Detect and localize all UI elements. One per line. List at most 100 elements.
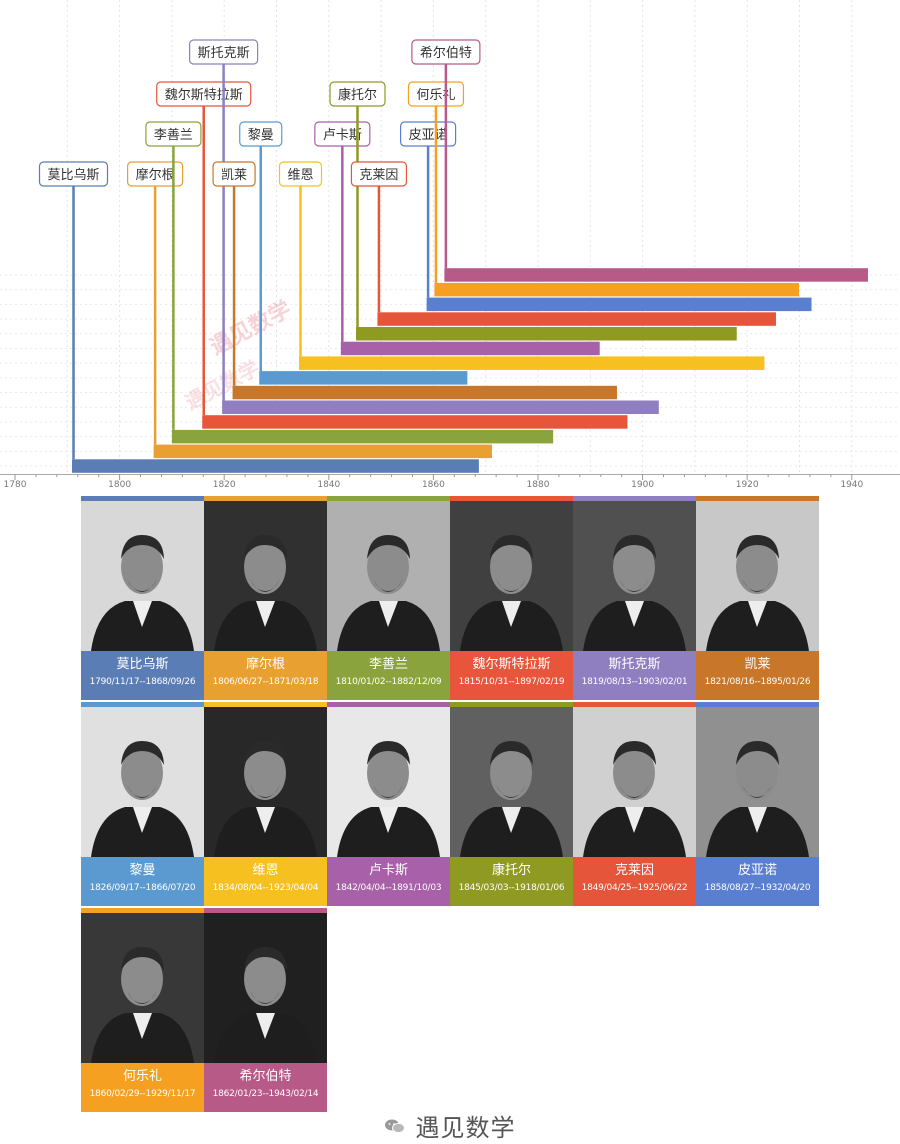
card-label: 康托尔 1845/03/03--1918/01/06 bbox=[450, 857, 573, 906]
card-label: 皮亚诺 1858/08/27--1932/04/20 bbox=[696, 857, 819, 906]
callout-box bbox=[278, 161, 323, 187]
x-tick-label: 1940 bbox=[840, 480, 863, 490]
person-dates: 1806/06/27--1871/03/18 bbox=[212, 677, 319, 687]
person-card: 希尔伯特 1862/01/23--1943/02/14 bbox=[204, 908, 327, 1112]
x-tick-label: 1820 bbox=[213, 480, 236, 490]
person-dates: 1862/01/23--1943/02/14 bbox=[212, 1089, 319, 1099]
x-tick-label: 1900 bbox=[631, 480, 654, 490]
lifespan-bar bbox=[298, 356, 765, 370]
person-card: 康托尔 1845/03/03--1918/01/06 bbox=[450, 702, 573, 906]
person-card: 李善兰 1810/01/02--1882/12/09 bbox=[327, 496, 450, 700]
callout-box bbox=[189, 39, 259, 65]
card-color-bar bbox=[81, 702, 204, 707]
callout-label: 李善兰 bbox=[154, 127, 193, 143]
callout-label: 何乐礼 bbox=[416, 87, 455, 103]
person-card: 何乐礼 1860/02/29--1929/11/17 bbox=[81, 908, 204, 1112]
callout-label: 维恩 bbox=[287, 168, 313, 183]
person-card: 卢卡斯 1842/04/04--1891/10/03 bbox=[327, 702, 450, 906]
person-dates: 1849/04/25--1925/06/22 bbox=[581, 883, 688, 893]
card-color-bar bbox=[450, 702, 573, 707]
card-color-bar bbox=[573, 702, 696, 707]
card-label: 希尔伯特 1862/01/23--1943/02/14 bbox=[204, 1063, 327, 1112]
lifespan-bar bbox=[232, 385, 617, 400]
callout-box bbox=[145, 121, 202, 147]
lifespan-bar bbox=[355, 327, 737, 341]
person-card: 魏尔斯特拉斯 1815/10/31--1897/02/19 bbox=[450, 496, 573, 700]
callout-label: 克莱因 bbox=[359, 168, 398, 183]
card-color-bar bbox=[204, 496, 327, 501]
person-name: 卢卡斯 bbox=[368, 863, 408, 878]
portrait-photo bbox=[450, 501, 573, 651]
person-dates: 1845/03/03--1918/01/06 bbox=[458, 883, 565, 893]
person-card: 克莱因 1849/04/25--1925/06/22 bbox=[573, 702, 696, 906]
callout-box bbox=[212, 161, 256, 187]
person-dates: 1860/02/29--1929/11/17 bbox=[89, 1089, 196, 1099]
callout-label: 斯托克斯 bbox=[198, 46, 250, 61]
x-tick-label: 1780 bbox=[4, 480, 27, 490]
card-label: 维恩 1834/08/04--1923/04/04 bbox=[204, 857, 327, 906]
card-color-bar bbox=[573, 496, 696, 501]
lifespan-bar bbox=[434, 282, 799, 297]
person-dates: 1826/09/17--1866/07/20 bbox=[89, 883, 196, 893]
callout-label: 莫比乌斯 bbox=[47, 167, 99, 183]
portrait-photo bbox=[204, 913, 327, 1063]
portrait-photo bbox=[81, 707, 204, 857]
card-color-bar bbox=[81, 908, 204, 913]
portrait-photo bbox=[204, 501, 327, 651]
callout-label: 凯莱 bbox=[221, 168, 247, 183]
wechat-icon bbox=[385, 1119, 406, 1133]
person-name: 摩尔根 bbox=[245, 657, 285, 672]
person-name: 克莱因 bbox=[614, 863, 654, 878]
card-label: 摩尔根 1806/06/27--1871/03/18 bbox=[204, 651, 327, 700]
person-name: 斯托克斯 bbox=[608, 657, 661, 672]
callout-box bbox=[239, 121, 283, 147]
card-label: 魏尔斯特拉斯 1815/10/31--1897/02/19 bbox=[450, 651, 573, 700]
card-color-bar bbox=[696, 496, 819, 501]
person-name: 李善兰 bbox=[368, 657, 408, 672]
callout-label: 希尔伯特 bbox=[420, 46, 472, 61]
callout-label: 魏尔斯特拉斯 bbox=[165, 88, 243, 103]
card-color-bar bbox=[204, 908, 327, 913]
portrait-photo bbox=[696, 707, 819, 857]
card-color-bar bbox=[696, 702, 819, 707]
person-card: 莫比乌斯 1790/11/17--1868/09/26 bbox=[81, 496, 204, 700]
callout-box bbox=[407, 81, 465, 107]
lifespan-bar bbox=[426, 297, 812, 312]
callout-box bbox=[400, 121, 457, 147]
person-dates: 1815/10/31--1897/02/19 bbox=[458, 677, 565, 687]
card-label: 莫比乌斯 1790/11/17--1868/09/26 bbox=[81, 651, 204, 700]
person-card: 皮亚诺 1858/08/27--1932/04/20 bbox=[696, 702, 819, 906]
callout-box bbox=[156, 81, 252, 107]
lifespan-bar bbox=[202, 415, 628, 429]
person-dates: 1858/08/27--1932/04/20 bbox=[704, 883, 811, 893]
callout-box bbox=[38, 161, 109, 187]
lifespan-bar bbox=[222, 400, 659, 414]
person-name: 黎曼 bbox=[129, 863, 156, 878]
person-dates: 1821/08/16--1895/01/26 bbox=[704, 677, 811, 687]
person-name: 何乐礼 bbox=[122, 1069, 162, 1084]
person-dates: 1819/08/13--1903/02/01 bbox=[581, 677, 688, 687]
callout-label: 康托尔 bbox=[338, 87, 377, 103]
lifespan-bar bbox=[444, 268, 869, 282]
person-card: 黎曼 1826/09/17--1866/07/20 bbox=[81, 702, 204, 906]
callout-label: 皮亚诺 bbox=[409, 128, 448, 143]
callout-box bbox=[126, 161, 184, 187]
card-color-bar bbox=[450, 496, 573, 501]
portrait-photo bbox=[573, 501, 696, 651]
portrait-photo bbox=[81, 913, 204, 1063]
card-label: 斯托克斯 1819/08/13--1903/02/01 bbox=[573, 651, 696, 700]
x-tick-label: 1880 bbox=[527, 480, 550, 490]
card-color-bar bbox=[327, 702, 450, 707]
x-tick-label: 1920 bbox=[736, 480, 759, 490]
card-label: 黎曼 1826/09/17--1866/07/20 bbox=[81, 857, 204, 906]
person-dates: 1810/01/02--1882/12/09 bbox=[335, 677, 442, 687]
person-card: 摩尔根 1806/06/27--1871/03/18 bbox=[204, 496, 327, 700]
person-name: 维恩 bbox=[252, 863, 279, 878]
person-card: 凯莱 1821/08/16--1895/01/26 bbox=[696, 496, 819, 700]
person-name: 魏尔斯特拉斯 bbox=[472, 657, 551, 672]
card-color-bar bbox=[81, 496, 204, 501]
callout-box bbox=[329, 81, 386, 107]
card-color-bar bbox=[327, 496, 450, 501]
x-tick-label: 1860 bbox=[422, 480, 445, 490]
